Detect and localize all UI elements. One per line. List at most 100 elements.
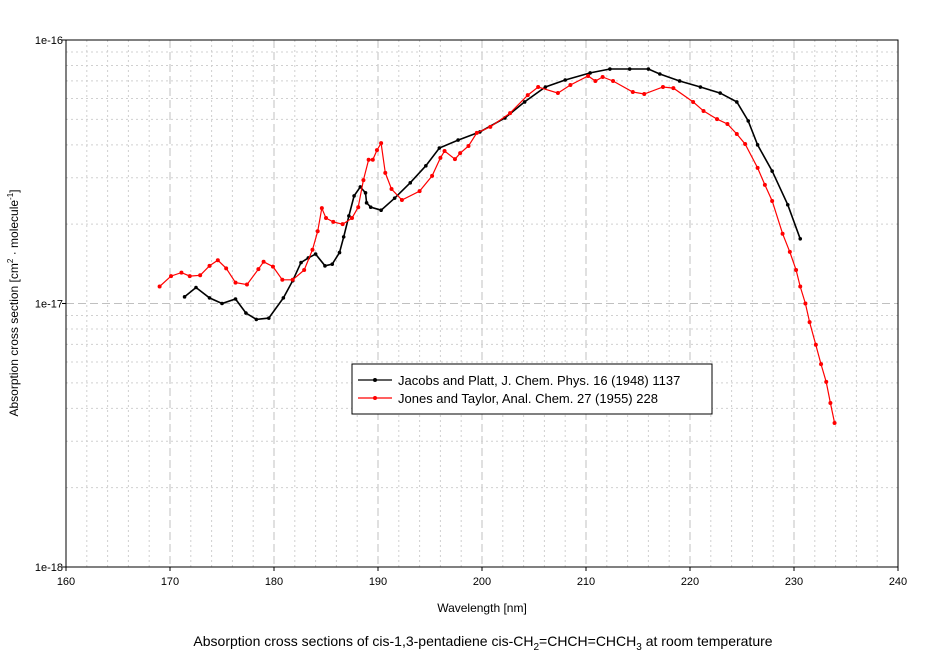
data-point	[430, 173, 435, 178]
data-point	[179, 270, 184, 275]
data-point	[392, 196, 397, 200]
legend-box	[351, 363, 713, 415]
data-point	[256, 267, 261, 272]
data-point	[319, 206, 324, 211]
data-point	[555, 91, 560, 96]
data-point	[568, 82, 573, 87]
data-point	[358, 185, 363, 189]
data-point	[525, 93, 530, 98]
x-tick-label: 180	[265, 576, 283, 588]
legend-label-jacobs: Jacobs and Platt, J. Chem. Phys. 16 (194…	[398, 373, 680, 388]
data-point	[366, 157, 371, 162]
data-point	[350, 216, 354, 221]
data-point	[302, 268, 307, 273]
data-point	[458, 151, 463, 156]
data-point	[438, 155, 443, 160]
data-point	[734, 131, 739, 136]
data-point	[466, 144, 471, 149]
chart-title: Absorption cross sections of cis-1,3-pen…	[193, 633, 772, 653]
data-point	[424, 164, 428, 168]
x-axis-label: Wavelength [nm]	[437, 601, 527, 615]
data-point	[337, 250, 342, 255]
data-point	[536, 85, 541, 90]
data-point	[725, 121, 730, 126]
data-point	[207, 263, 212, 268]
data-point	[488, 124, 493, 129]
data-point	[244, 311, 248, 315]
data-point	[352, 194, 356, 198]
data-point	[660, 85, 665, 90]
data-point	[233, 280, 238, 285]
x-tick-label: 230	[785, 576, 803, 588]
data-point	[374, 148, 379, 153]
data-point	[735, 100, 739, 104]
data-point	[310, 247, 315, 252]
y-tick-label: 1e-17	[35, 299, 63, 311]
data-point	[770, 198, 775, 203]
data-point	[474, 130, 479, 135]
data-point	[363, 191, 368, 195]
data-point	[600, 74, 605, 79]
x-tick-label: 240	[889, 576, 907, 588]
data-point	[233, 297, 238, 301]
data-point	[220, 301, 224, 306]
data-point	[770, 169, 774, 173]
data-point	[313, 252, 318, 256]
series-line-jones	[159, 75, 836, 424]
data-point	[787, 249, 792, 254]
legend: Jacobs and Platt, J. Chem. Phys. 16 (194…	[351, 363, 713, 415]
data-point	[442, 149, 447, 154]
legend-marker-jacobs	[373, 378, 377, 382]
data-point	[743, 142, 748, 147]
data-point	[677, 79, 682, 83]
data-point	[323, 264, 327, 268]
data-point	[187, 274, 192, 279]
data-point	[630, 89, 635, 94]
data-point	[794, 268, 799, 273]
data-point	[182, 295, 187, 299]
data-point	[755, 165, 760, 170]
data-point	[611, 78, 616, 83]
data-point	[207, 296, 212, 300]
data-point	[832, 420, 837, 425]
data-point	[608, 67, 612, 71]
data-point	[379, 208, 383, 212]
data-point	[330, 262, 335, 266]
data-point	[828, 401, 833, 406]
data-point	[588, 71, 592, 75]
data-point	[356, 205, 361, 210]
data-point	[194, 285, 198, 290]
data-point	[379, 141, 384, 146]
data-point	[691, 99, 696, 104]
series-line-jacobs	[184, 68, 801, 321]
data-point	[340, 222, 345, 227]
x-tick-label: 220	[681, 576, 699, 588]
data-point	[324, 216, 328, 221]
data-point	[157, 284, 162, 289]
data-point	[224, 266, 229, 271]
data-point	[563, 78, 567, 82]
data-point	[824, 379, 829, 384]
data-point	[364, 201, 369, 205]
data-point	[755, 143, 760, 147]
data-point	[819, 362, 824, 367]
data-point	[718, 91, 722, 95]
x-tick-label: 200	[473, 576, 491, 588]
data-point	[522, 100, 527, 104]
data-point	[341, 235, 346, 239]
data-point	[408, 181, 413, 185]
data-point	[798, 237, 803, 241]
series-group	[157, 67, 837, 425]
data-point	[701, 108, 706, 113]
data-point	[658, 72, 662, 76]
data-point	[169, 274, 174, 279]
y-tick-label: 1e-16	[35, 35, 63, 47]
x-tick-label: 160	[57, 576, 75, 588]
data-point	[543, 85, 548, 89]
data-point	[508, 111, 513, 116]
data-point	[383, 170, 388, 175]
data-point	[456, 138, 460, 142]
legend-marker-jones	[373, 396, 377, 400]
data-point	[807, 320, 812, 325]
